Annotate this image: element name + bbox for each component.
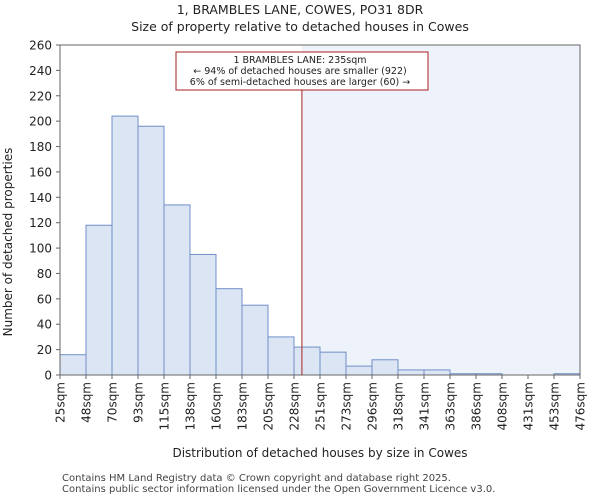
histogram-bar (163, 204, 191, 376)
y-tick-label: 240 (29, 64, 52, 78)
footer-line1: Contains HM Land Registry data © Crown c… (62, 473, 451, 484)
histogram-bar (137, 125, 165, 376)
x-tick-label: 138sqm (184, 382, 198, 430)
x-tick-label: 93sqm (132, 382, 146, 423)
footer-line2: Contains public sector information licen… (62, 484, 496, 495)
x-tick-label: 183sqm (236, 382, 250, 430)
larger-region-highlight (301, 45, 580, 375)
histogram-bar (371, 359, 399, 376)
histogram-bar (397, 369, 425, 376)
x-tick-label: 296sqm (366, 382, 380, 430)
x-tick-label: 341sqm (418, 382, 432, 430)
y-tick-label: 80 (37, 267, 52, 281)
x-tick-label: 476sqm (574, 382, 588, 430)
histogram-bar (345, 365, 373, 376)
x-tick-label: 363sqm (444, 382, 458, 430)
y-axis-label: Number of detached properties (1, 148, 15, 337)
histogram-bar (111, 115, 139, 376)
x-tick-label: 431sqm (522, 382, 536, 430)
x-tick-label: 25sqm (54, 382, 68, 423)
x-tick-label: 205sqm (262, 382, 276, 430)
y-tick-label: 100 (29, 242, 52, 256)
y-tick-label: 140 (29, 191, 52, 205)
annotation-line3: 6% of semi-detached houses are larger (6… (190, 77, 410, 88)
footer-attribution: Contains HM Land Registry data © Crown c… (62, 473, 495, 495)
y-tick-label: 60 (37, 292, 52, 306)
histogram-bar (423, 369, 451, 376)
y-tick-label: 40 (37, 318, 52, 332)
annotation-line2: ← 94% of detached houses are smaller (92… (193, 66, 406, 77)
x-axis-label: Distribution of detached houses by size … (172, 446, 467, 460)
y-tick-label: 160 (29, 165, 52, 179)
chart-title-line1: 1, BRAMBLES LANE, COWES, PO31 8DR (177, 2, 424, 17)
y-tick-label: 120 (29, 216, 52, 230)
y-tick-label: 220 (29, 89, 52, 103)
annotation-box: 1 BRAMBLES LANE: 235sqm ← 94% of detache… (175, 51, 429, 91)
histogram-bar (189, 253, 217, 376)
histogram-bar (293, 346, 321, 376)
y-tick-label: 20 (37, 343, 52, 357)
chart-title-line2: Size of property relative to detached ho… (131, 19, 469, 34)
y-tick-label: 260 (29, 39, 52, 53)
histogram-bar (215, 288, 243, 376)
x-tick-label: 273sqm (340, 382, 354, 430)
y-tick-label: 200 (29, 115, 52, 129)
x-tick-label: 386sqm (470, 382, 484, 430)
x-tick-label: 251sqm (314, 382, 328, 430)
histogram-bar (319, 351, 347, 376)
y-tick-label: 180 (29, 140, 52, 154)
y-tick-label: 0 (44, 369, 52, 383)
x-tick-label: 318sqm (392, 382, 406, 430)
x-tick-label: 453sqm (548, 382, 562, 430)
annotation-line1: 1 BRAMBLES LANE: 235sqm (233, 55, 366, 66)
histogram-bar (241, 304, 269, 376)
histogram-bar (59, 354, 87, 376)
x-tick-label: 228sqm (288, 382, 302, 430)
x-tick-label: 160sqm (210, 382, 224, 430)
x-tick-label: 48sqm (80, 382, 94, 423)
x-tick-label: 115sqm (158, 382, 172, 430)
x-tick-label: 408sqm (496, 382, 510, 430)
x-tick-label: 70sqm (106, 382, 120, 423)
histogram-bar (267, 336, 295, 376)
histogram-bar (85, 224, 113, 376)
